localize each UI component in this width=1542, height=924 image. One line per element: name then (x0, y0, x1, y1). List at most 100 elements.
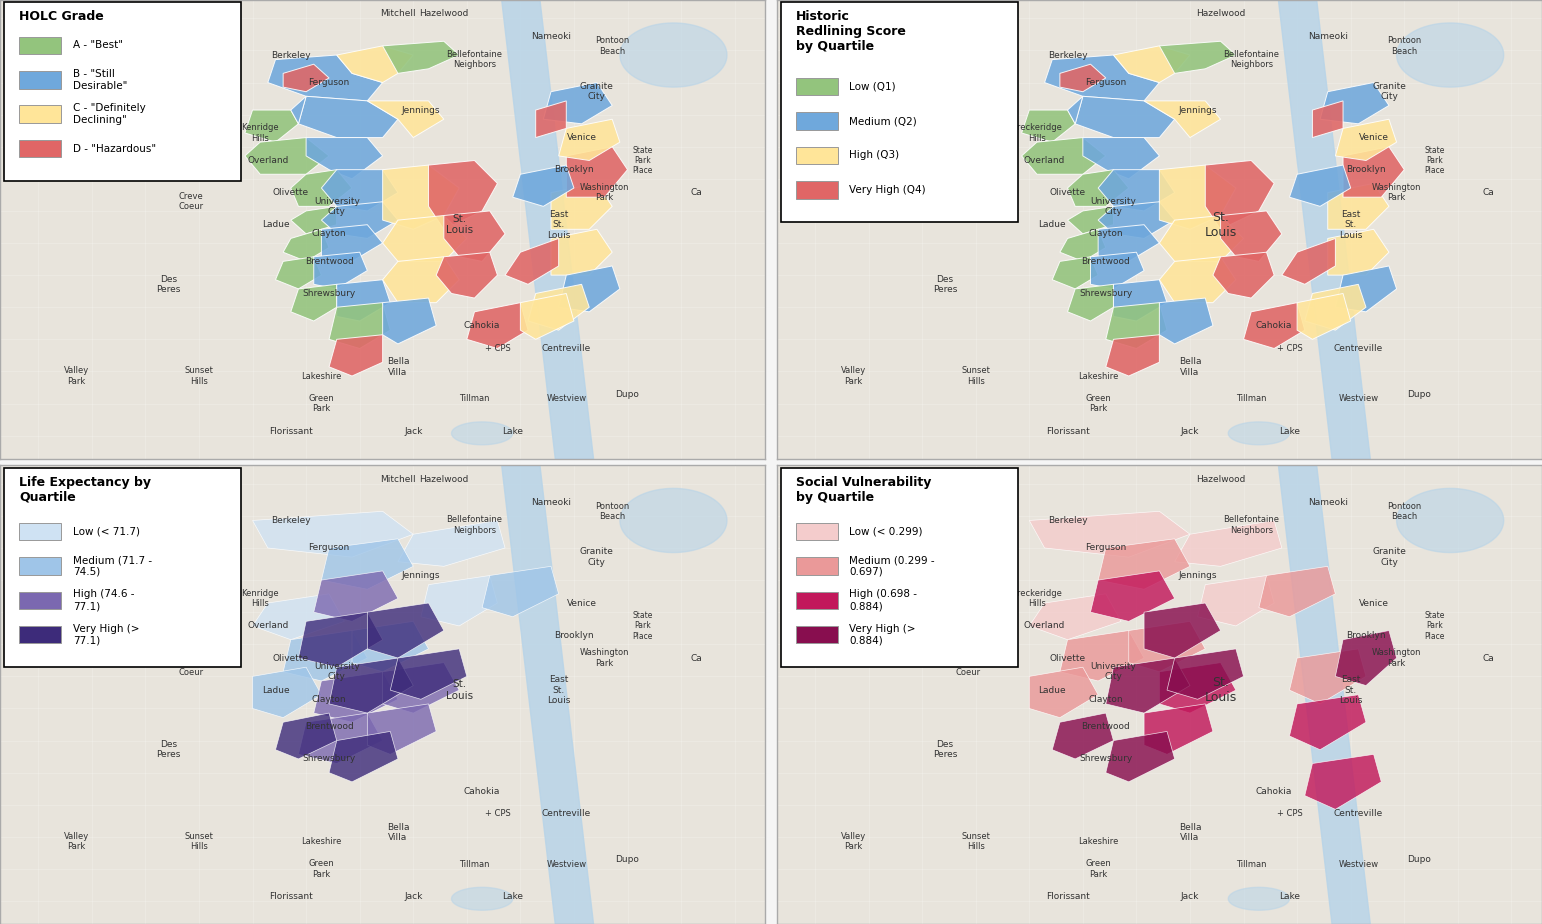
Polygon shape (1106, 732, 1175, 782)
Polygon shape (467, 303, 527, 348)
Polygon shape (566, 147, 628, 197)
Polygon shape (276, 257, 321, 289)
FancyBboxPatch shape (19, 557, 62, 575)
Text: Valley
Park: Valley Park (63, 832, 89, 851)
Polygon shape (1397, 489, 1503, 553)
Polygon shape (1343, 147, 1405, 197)
Polygon shape (1229, 422, 1289, 444)
Polygon shape (284, 64, 328, 91)
Polygon shape (1229, 887, 1289, 910)
Polygon shape (1175, 520, 1281, 566)
FancyBboxPatch shape (19, 523, 62, 541)
Polygon shape (429, 161, 498, 229)
Polygon shape (1113, 280, 1167, 321)
Polygon shape (1335, 119, 1397, 161)
Text: Ferguson: Ferguson (1086, 543, 1126, 553)
Text: Ca: Ca (691, 188, 702, 197)
Text: Green
Park: Green Park (1086, 859, 1112, 879)
Text: Sunset
Hills: Sunset Hills (961, 366, 990, 385)
Polygon shape (291, 285, 336, 321)
Text: Washington
Park: Washington Park (580, 649, 629, 668)
Polygon shape (1335, 266, 1397, 311)
Polygon shape (1052, 713, 1113, 759)
Polygon shape (436, 252, 498, 298)
Polygon shape (543, 82, 612, 124)
Text: Olivette: Olivette (1050, 188, 1086, 197)
Text: D - "Hazardous": D - "Hazardous" (72, 143, 156, 153)
Polygon shape (1335, 630, 1397, 686)
Polygon shape (253, 511, 413, 557)
Polygon shape (1144, 101, 1221, 138)
FancyBboxPatch shape (796, 523, 837, 541)
Polygon shape (1328, 229, 1389, 275)
Text: Creve
Coeur: Creve Coeur (179, 658, 204, 677)
Polygon shape (1305, 285, 1366, 330)
Polygon shape (444, 211, 506, 261)
Text: Green
Park: Green Park (1086, 394, 1112, 413)
Text: + CPS: + CPS (1277, 344, 1303, 353)
Text: Tillman: Tillman (460, 860, 490, 869)
Polygon shape (1082, 138, 1160, 179)
Text: Hazelwood: Hazelwood (419, 9, 469, 18)
Text: Sunset
Hills: Sunset Hills (185, 366, 213, 385)
Polygon shape (299, 613, 382, 667)
FancyBboxPatch shape (3, 468, 241, 667)
Text: Venice: Venice (1359, 599, 1389, 607)
Polygon shape (367, 603, 444, 658)
Polygon shape (382, 165, 460, 229)
Polygon shape (1206, 161, 1274, 229)
Text: Hazelwood: Hazelwood (1197, 475, 1246, 483)
Text: Lakeshire: Lakeshire (1078, 837, 1118, 846)
Text: Florissant: Florissant (1045, 892, 1089, 901)
Polygon shape (1029, 667, 1098, 718)
Text: Granite
City: Granite City (1372, 547, 1406, 566)
Text: Breckeridge
Hills: Breckeridge Hills (1012, 123, 1062, 142)
Text: Washington
Park: Washington Park (580, 183, 629, 202)
Text: Green
Park: Green Park (308, 859, 335, 879)
Text: Jack: Jack (1181, 427, 1200, 435)
FancyBboxPatch shape (19, 626, 62, 643)
Text: Overland: Overland (1024, 622, 1066, 630)
Text: Brooklyn: Brooklyn (1346, 165, 1386, 174)
Text: Centreville: Centreville (541, 809, 591, 819)
Polygon shape (1160, 215, 1243, 261)
Text: Dupo: Dupo (1408, 856, 1431, 864)
FancyBboxPatch shape (3, 2, 241, 181)
FancyBboxPatch shape (19, 71, 62, 89)
Polygon shape (382, 215, 467, 261)
Polygon shape (1167, 649, 1243, 699)
Polygon shape (321, 170, 398, 211)
Polygon shape (367, 704, 436, 754)
Text: Cahokia: Cahokia (464, 321, 500, 330)
Text: Centreville: Centreville (541, 344, 591, 353)
Text: Berkeley: Berkeley (1047, 516, 1087, 525)
Text: A - "Best": A - "Best" (72, 41, 123, 51)
Text: C - "Definitely
Declining": C - "Definitely Declining" (72, 103, 145, 125)
Text: Life Expectancy by
Quartile: Life Expectancy by Quartile (19, 476, 151, 504)
Text: Venice: Venice (566, 599, 597, 607)
Text: Lake: Lake (503, 427, 523, 435)
Text: Lake: Lake (503, 892, 523, 901)
Polygon shape (1059, 630, 1144, 681)
Text: Shrewsbury: Shrewsbury (302, 754, 356, 763)
Polygon shape (321, 201, 398, 238)
Polygon shape (313, 252, 367, 289)
Text: Pontoon
Beach: Pontoon Beach (595, 36, 629, 55)
Text: Ladue: Ladue (262, 686, 290, 695)
Text: Sunset
Hills: Sunset Hills (185, 832, 213, 851)
Text: Very High (>
0.884): Very High (> 0.884) (850, 624, 916, 646)
Polygon shape (1113, 46, 1190, 82)
Polygon shape (328, 334, 382, 376)
FancyBboxPatch shape (796, 78, 837, 95)
Polygon shape (1022, 110, 1075, 142)
Text: Ladue: Ladue (262, 220, 290, 229)
Polygon shape (291, 170, 352, 206)
Polygon shape (1144, 704, 1214, 754)
Polygon shape (1106, 658, 1190, 713)
Text: Jennings: Jennings (401, 105, 439, 115)
Polygon shape (291, 96, 307, 124)
Polygon shape (558, 119, 620, 161)
Polygon shape (620, 23, 726, 87)
Polygon shape (1160, 298, 1214, 344)
Text: Ladue: Ladue (1038, 220, 1066, 229)
